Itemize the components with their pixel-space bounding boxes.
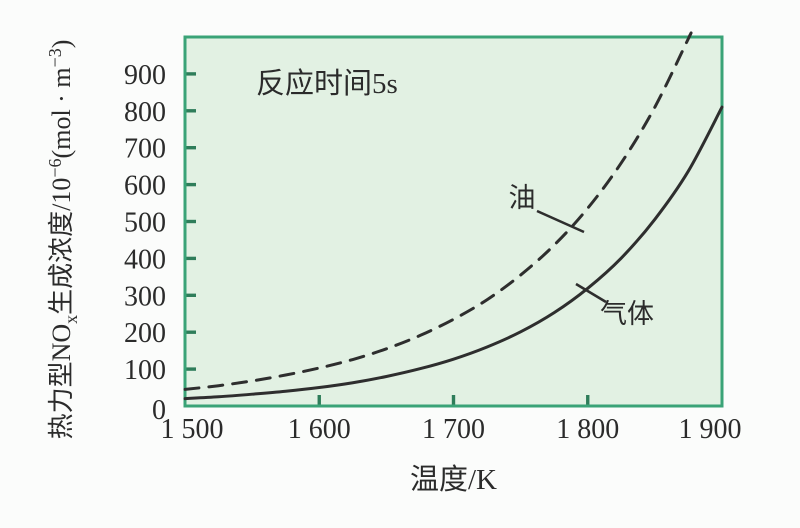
annotation-reaction-time: 反应时间5s xyxy=(256,67,398,100)
plot-area xyxy=(183,35,724,408)
x-tick-label-1500: 1 500 xyxy=(161,414,224,445)
y-tick-label-200: 200 xyxy=(124,318,166,349)
y-axis-title-segment: x xyxy=(61,315,81,324)
y-axis-title: 热力型NOx生成浓度/10−6(mol · m−3) xyxy=(45,40,81,440)
x-tick-label-1900: 1 900 xyxy=(679,414,742,445)
y-axis-title-segment: 生成浓度/10 xyxy=(47,178,76,315)
y-axis-title-segment: 热力型NO xyxy=(47,324,76,440)
y-tick-label-800: 800 xyxy=(124,97,166,128)
y-tick-label-600: 600 xyxy=(124,171,166,202)
y-tick-label-500: 500 xyxy=(124,208,166,239)
curve-oil xyxy=(183,31,693,391)
gas-curve-label: 气体 xyxy=(600,299,654,329)
y-tick-label-900: 900 xyxy=(124,60,166,91)
y-axis-title-segment: (mol · m xyxy=(47,67,76,158)
y-tick-label-100: 100 xyxy=(124,355,166,386)
gas-curve-label-leader-line xyxy=(575,282,607,304)
x-tick-label-1800: 1 800 xyxy=(556,414,619,445)
oil-curve-label-leader-line xyxy=(536,209,585,234)
curve-gas xyxy=(183,105,724,401)
x-tick-label-1600: 1 600 xyxy=(288,414,351,445)
y-tick-label-0: 0 xyxy=(152,395,166,426)
y-axis-title-segment: −6 xyxy=(45,158,65,177)
y-tick-label-400: 400 xyxy=(124,244,166,275)
x-axis-title: 温度/K xyxy=(410,463,497,496)
y-tick-label-700: 700 xyxy=(124,134,166,165)
x-tick-label-1700: 1 700 xyxy=(422,414,485,445)
y-axis-title-segment: −3 xyxy=(45,48,65,67)
oil-curve-label: 油 xyxy=(509,183,536,213)
y-axis-title-segment: ) xyxy=(47,40,76,49)
y-tick-label-300: 300 xyxy=(124,281,166,312)
